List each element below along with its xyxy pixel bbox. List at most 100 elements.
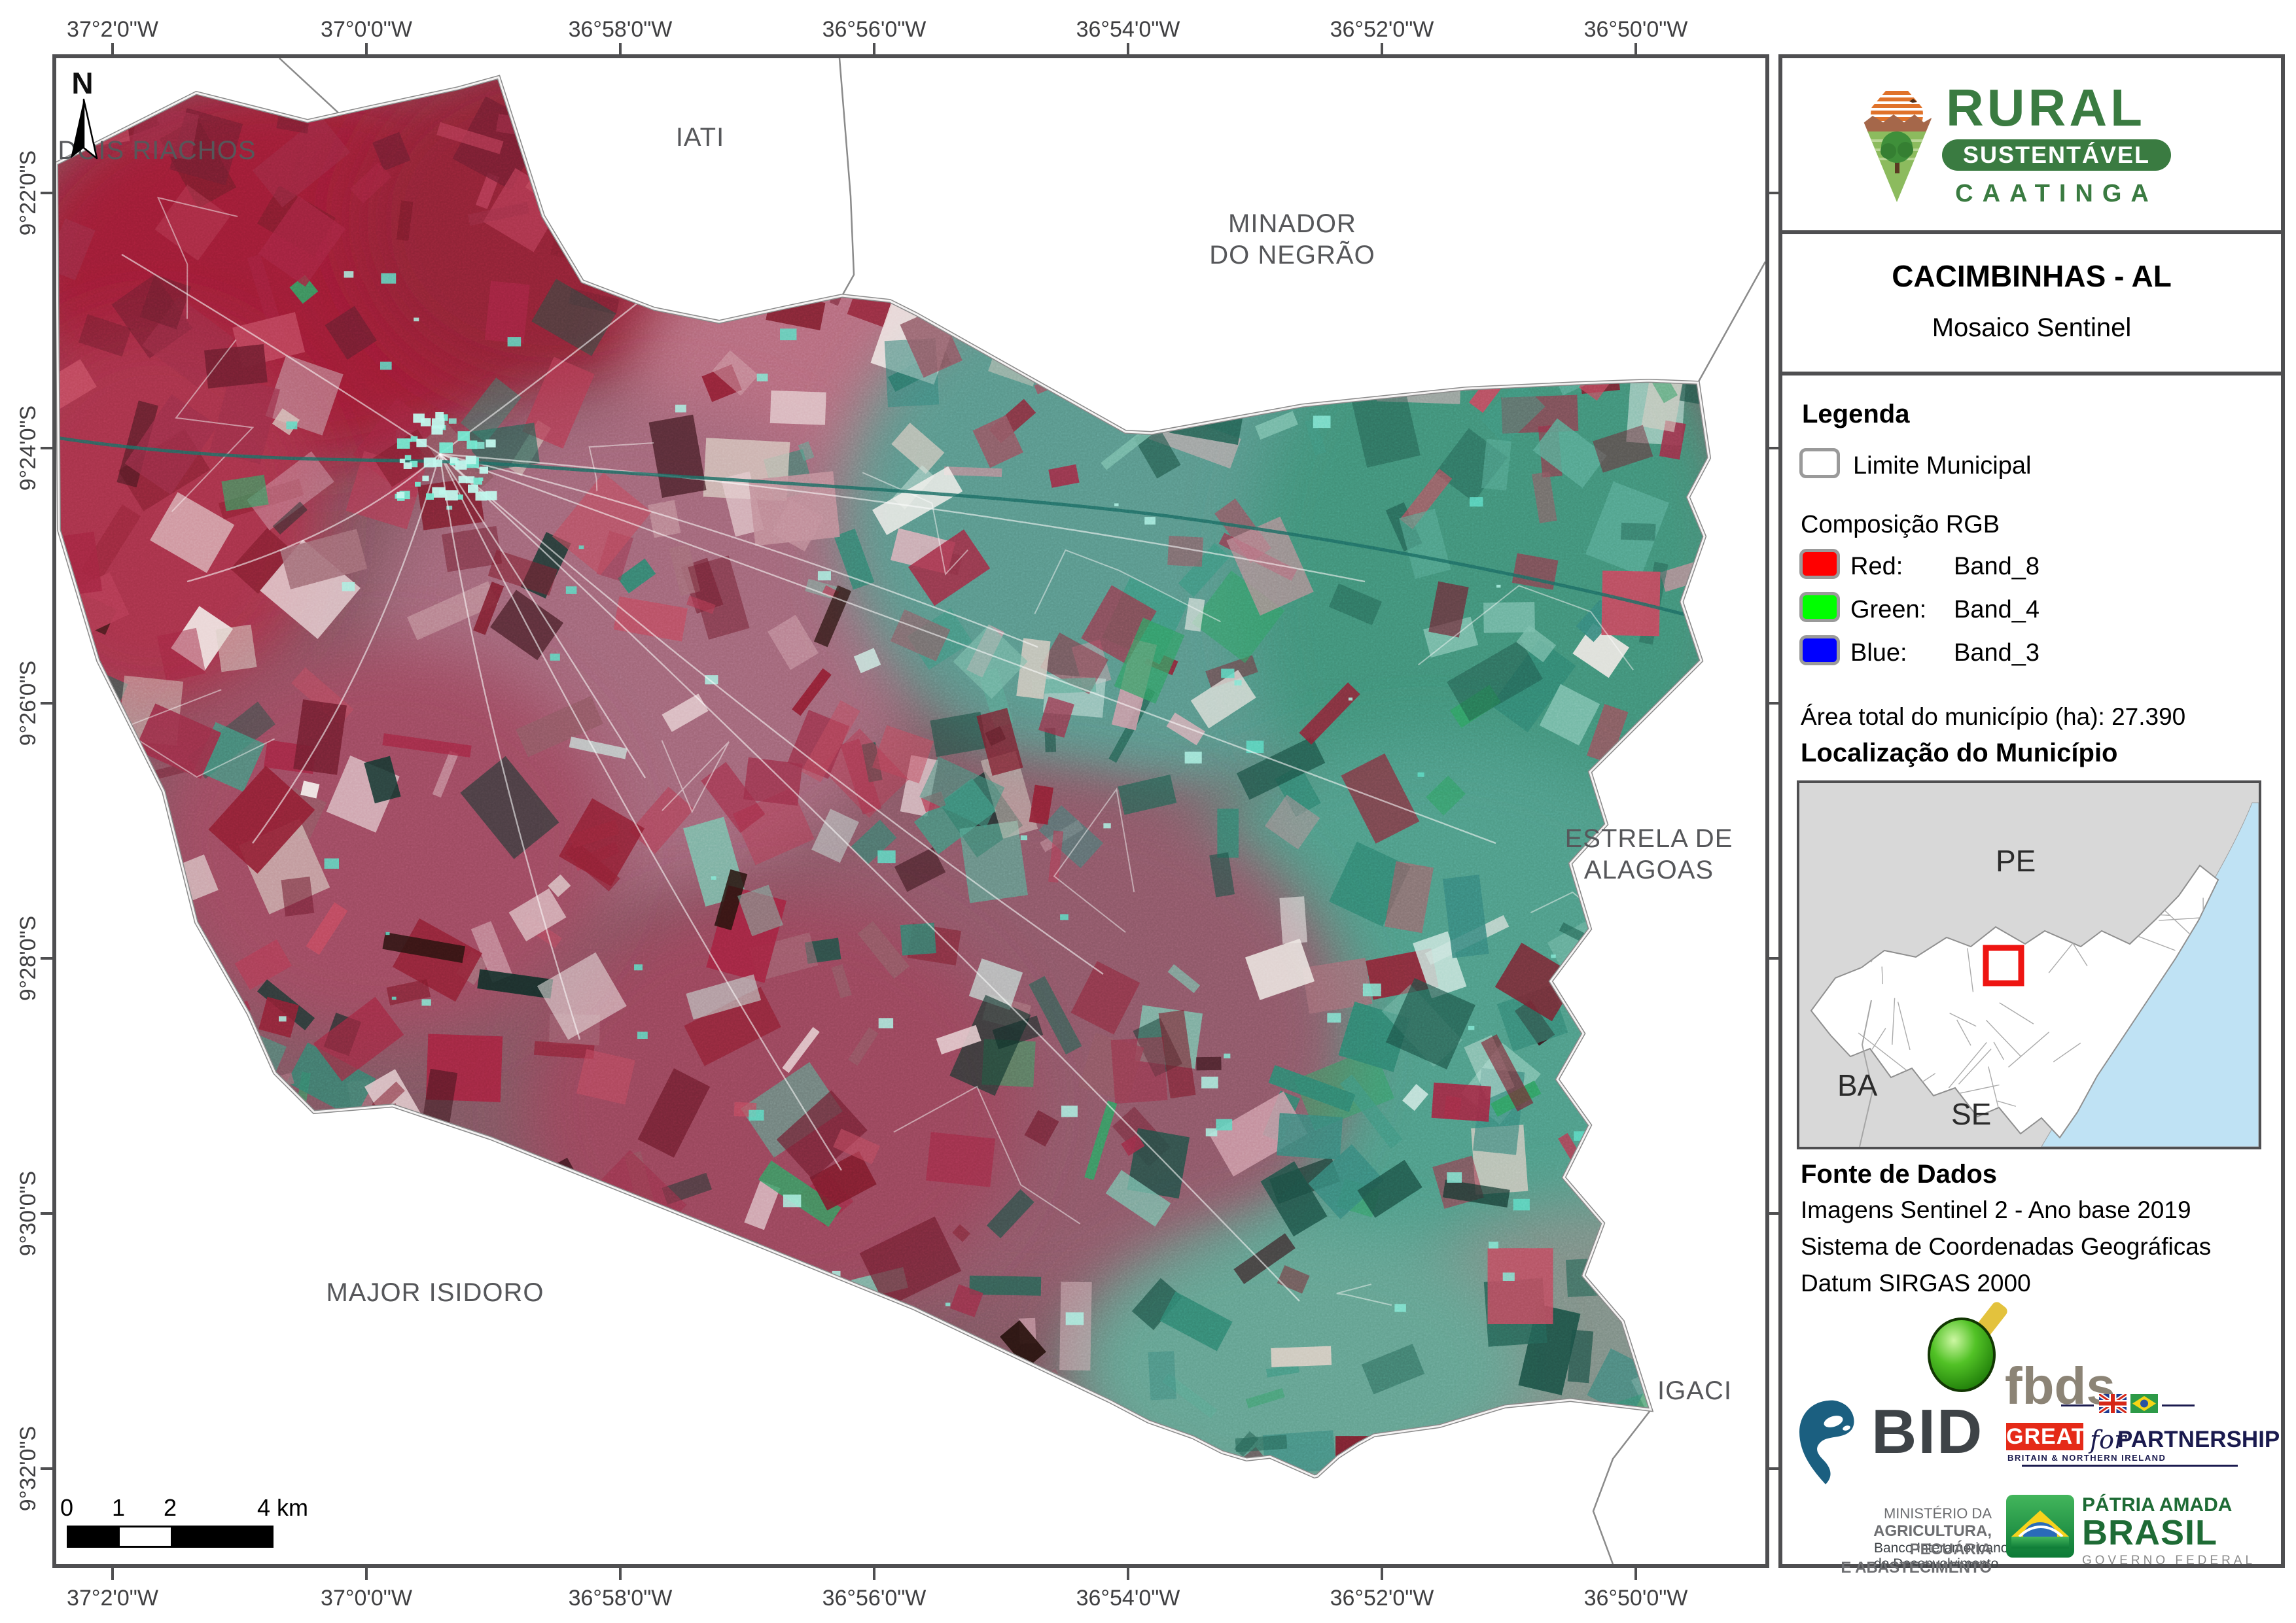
great-partnership-text: PARTNERSHIP [2117, 1427, 2280, 1452]
tick-mark [1127, 1568, 1129, 1580]
lon-label-top: 36°58'0"W [568, 17, 673, 42]
neighbor-label-text: MINADOR [1228, 209, 1356, 238]
lon-label-bottom: 36°58'0"W [568, 1586, 673, 1611]
location-inset-map: PE BA SE [1797, 780, 2261, 1149]
lon-label-bottom: 36°52'0"W [1330, 1586, 1434, 1611]
bid-subtext: Banco Interamericano de Desenvolvimento [1874, 1541, 2008, 1572]
brasil-line: GOVERNO FEDERAL [2082, 1554, 2256, 1567]
ministerio-agricultura-text: MINISTÉRIO DA AGRICULTURA, PECUÁRIA E AB… [1822, 1505, 1992, 1577]
lon-label-bottom: 36°54'0"W [1076, 1586, 1180, 1611]
tick-mark [1634, 1568, 1637, 1580]
divider [1782, 230, 2281, 234]
lat-label: 9°30'0"S [16, 1170, 41, 1257]
tick-mark [365, 43, 368, 55]
legend-green-label: Green: [1850, 596, 1927, 623]
lon-label-top: 36°52'0"W [1330, 17, 1434, 42]
inset-municipality-highlight [1983, 945, 2024, 986]
neighbor-label-text: ESTRELA DE [1564, 824, 1733, 853]
tick-mark [365, 1568, 368, 1580]
neighbor-label-text: ALAGOAS [1583, 856, 1714, 884]
tick-mark [1381, 43, 1383, 55]
legend-red-band: Band_8 [1954, 553, 2040, 580]
north-arrow-icon [71, 98, 98, 160]
tick-mark [1769, 702, 1781, 705]
legend-blue-label: Blue: [1850, 639, 1907, 667]
legend-area-total: Área total do município (ha): 27.390 [1801, 703, 2186, 730]
tick-mark [41, 192, 52, 194]
tick-mark [111, 1568, 114, 1580]
tick-mark [1381, 1568, 1383, 1580]
great-subtext: BRITAIN & NORTHERN IRELAND [2007, 1453, 2166, 1463]
scalebar-segment [120, 1527, 171, 1546]
bid-logo-icon [1799, 1400, 1854, 1484]
map-subtitle: Mosaico Sentinel [1932, 313, 2132, 342]
fonte-line: Imagens Sentinel 2 - Ano base 2019 [1801, 1196, 2191, 1223]
tick-mark [873, 43, 875, 55]
tick-mark [41, 957, 52, 960]
governo-federal-flag-icon [2006, 1495, 2074, 1558]
neighbor-label-igaci: IGACI [1623, 1375, 1767, 1406]
bid-subtext-line: de Desenvolvimento [1874, 1556, 1999, 1571]
neighbor-label-text: IATI [675, 123, 725, 152]
legend-swatch-limite [1799, 448, 1840, 478]
tick-mark [41, 1467, 52, 1470]
legend-blue-band: Band_3 [1954, 639, 2040, 667]
ministerio-line: E ABASTECIMENTO [1841, 1559, 1992, 1577]
scalebar-number: 4 km [256, 1494, 308, 1521]
location-heading: Localização do Município [1801, 739, 2118, 767]
great-logo-box: GREAT [2006, 1423, 2086, 1450]
rural-sustentavel-caatinga-logo-icon [1862, 78, 1932, 202]
legend-limite-label: Limite Municipal [1853, 452, 2032, 480]
tick-mark [1127, 43, 1129, 55]
tick-mark [1769, 192, 1781, 194]
neighbor-label-minador: MINADOR DO NEGRÃO [1158, 208, 1426, 271]
logo-subtitle-pill: SUSTENTÁVEL [1942, 139, 2171, 171]
tick-mark [41, 447, 52, 449]
inset-state-boundary [1859, 1000, 1874, 1147]
divider [1782, 372, 2281, 375]
great-divider-line [2022, 1465, 2238, 1467]
legend-swatch-green [1799, 592, 1840, 622]
legend-red-label: Red: [1850, 553, 1903, 580]
neighbor-label-iati: IATI [631, 122, 769, 153]
tick-mark [1769, 957, 1781, 960]
lat-label: 9°24'0"S [16, 405, 41, 491]
north-label: N [71, 66, 94, 100]
tick-mark [873, 1568, 875, 1580]
great-for-text: for [2090, 1425, 2127, 1454]
legend-swatch-blue [1799, 635, 1840, 665]
lon-label-top: 37°0'0"W [321, 17, 412, 42]
logo-title: RURAL [1946, 79, 2146, 137]
brazil-flag-icon [2130, 1394, 2158, 1413]
lat-label: 9°26'0"S [16, 660, 41, 746]
tick-mark [1769, 1212, 1781, 1215]
flag-rule-left [2061, 1405, 2094, 1406]
lon-label-bottom: 36°50'0"W [1583, 1586, 1688, 1611]
tick-mark [41, 1212, 52, 1215]
lat-label: 9°32'0"S [16, 1425, 41, 1512]
lon-label-top: 36°56'0"W [822, 17, 927, 42]
lat-label: 9°22'0"S [16, 150, 41, 236]
scalebar-segment [69, 1527, 120, 1546]
lon-label-top: 37°2'0"W [67, 17, 158, 42]
neighbor-label-text: DO NEGRÃO [1209, 241, 1375, 270]
fonte-heading: Fonte de Dados [1801, 1160, 1998, 1189]
inset-label-se: SE [1951, 1097, 1991, 1131]
tick-mark [111, 43, 114, 55]
ministerio-line: MINISTÉRIO DA [1883, 1505, 1992, 1522]
inset-label-pe: PE [1996, 844, 2036, 878]
lon-label-top: 36°50'0"W [1583, 17, 1688, 42]
neighbor-label-estrela: ESTRELA DE ALAGOAS [1544, 823, 1754, 886]
legend-heading: Legenda [1802, 400, 1910, 428]
map-title: CACIMBINHAS - AL [1892, 259, 2172, 293]
lon-label-top: 36°54'0"W [1076, 17, 1180, 42]
governo-federal-text: PÁTRIA AMADA BRASIL GOVERNO FEDERAL [2082, 1495, 2255, 1568]
satellite-mosaic-map [56, 58, 1765, 1564]
lon-label-bottom: 37°0'0"W [321, 1586, 412, 1611]
bid-subtext-line: Banco Interamericano [1874, 1541, 2009, 1556]
tick-mark [619, 43, 622, 55]
legend-swatch-red [1799, 549, 1840, 579]
uk-flag-icon [2099, 1394, 2127, 1413]
brasil-line: BRASIL [2082, 1513, 2217, 1552]
neighbor-label-text: MAJOR ISIDORO [326, 1278, 544, 1307]
